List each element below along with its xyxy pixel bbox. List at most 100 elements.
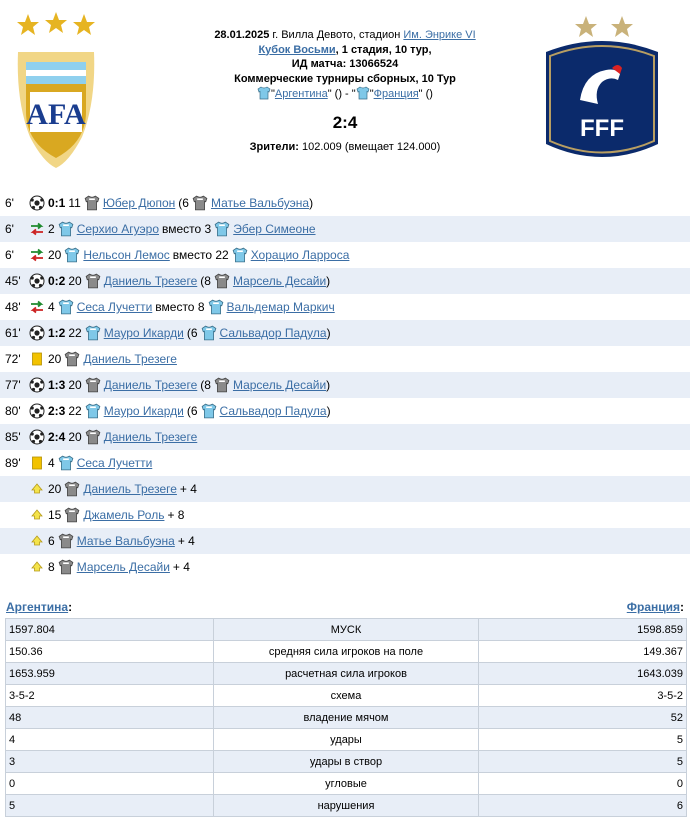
player-number: 20 xyxy=(48,482,62,496)
player-link[interactable]: Серхио Агуэро xyxy=(76,222,159,236)
stat-name: владение мячом xyxy=(213,706,479,729)
yellow-card-icon xyxy=(32,352,42,366)
home-stat-value: 5 xyxy=(5,794,214,817)
player-link[interactable]: Джамель Роль xyxy=(83,508,165,522)
event-text: 4 Сеса Лучетти вместо 8 Вальдемар Маркич xyxy=(48,299,338,315)
player-link[interactable]: Даниель Трезеге xyxy=(103,378,198,392)
event-minute: 89' xyxy=(5,456,21,470)
home-stat-value: 150.36 xyxy=(5,640,214,663)
substitution-icon xyxy=(30,248,44,262)
player-link[interactable]: Марсель Десайи xyxy=(232,378,327,392)
event-text: 20 Даниель Трезеге xyxy=(48,351,180,367)
home-stat-value: 0 xyxy=(5,772,214,795)
event-icon-cell xyxy=(26,325,48,341)
home-stat-value: 3 xyxy=(5,750,214,773)
shirt-icon xyxy=(65,351,80,367)
player-link[interactable]: Даниель Трезеге xyxy=(83,352,177,366)
away-stat-value: 3-5-2 xyxy=(478,684,687,707)
stage-text: , 1 стадия, 10 тур, xyxy=(335,43,432,56)
player-link[interactable]: Матье Вальбуэна xyxy=(76,534,175,548)
stats-row: 5 нарушения 6 xyxy=(5,794,687,817)
shirt-icon xyxy=(257,86,271,100)
player-link[interactable]: Сеса Лучетти xyxy=(76,300,153,314)
event-icon-cell xyxy=(26,429,48,445)
shirt-icon xyxy=(58,559,74,575)
player-link[interactable]: Даниель Трезеге xyxy=(103,274,198,288)
player-link[interactable]: Нельсон Лемос xyxy=(83,248,170,262)
argentina-crest-icon: AFA xyxy=(17,12,95,168)
player-link[interactable]: Сеса Лучетти xyxy=(76,456,153,470)
arrow-up-icon xyxy=(31,509,43,520)
event-extra: (6 xyxy=(186,326,198,340)
stat-name: удары xyxy=(213,728,479,751)
player-number: 22 xyxy=(68,326,82,340)
substitution-icon xyxy=(30,222,44,236)
stats-row: 3 удары в створ 5 xyxy=(5,750,687,773)
player-link[interactable]: Вальдемар Маркич xyxy=(226,300,335,314)
player-link[interactable]: Сальвадор Падула xyxy=(219,326,327,340)
away-stats-link[interactable]: Франция xyxy=(626,600,680,614)
away-stat-value: 0 xyxy=(478,772,687,795)
player-link[interactable]: Даниель Трезеге xyxy=(83,482,177,496)
event-text: 20 Нельсон Лемос вместо 22 Хорацио Ларроса xyxy=(48,247,352,263)
tournament-link[interactable]: Кубок Восьми xyxy=(258,43,336,56)
shirt-icon xyxy=(58,455,74,471)
event-row: 6' 2 Серхио Агуэро вместо 3 Эбер Симеоне xyxy=(0,216,690,242)
event-text: 2:3 22 Мауро Икарди (6 Сальвадор Падула) xyxy=(48,403,334,419)
player-link[interactable]: Юбер Дюпон xyxy=(102,196,176,210)
player-link[interactable]: Мауро Икарди xyxy=(103,404,184,418)
shirt-icon xyxy=(232,247,248,263)
spectators-label: Зрители: xyxy=(249,141,299,153)
event-row: 48' 4 Сеса Лучетти вместо 8 Вальдемар Маркич xyxy=(0,294,690,320)
player-link[interactable]: Матье Вальбуэна xyxy=(210,196,310,210)
stadium-link[interactable]: Им. Энрике VI xyxy=(403,29,476,41)
player-link[interactable]: Марсель Десайи xyxy=(232,274,327,288)
home-stat-value: 1597.804 xyxy=(5,618,214,641)
event-icon-cell xyxy=(26,221,48,237)
home-stats-header: Аргентина: xyxy=(6,600,73,614)
arrow-up-icon xyxy=(31,535,43,546)
ball-icon xyxy=(29,325,45,341)
shirt-icon xyxy=(85,429,101,445)
event-close: ) xyxy=(326,326,331,340)
player-number: 22 xyxy=(68,404,82,418)
home-stat-value: 3-5-2 xyxy=(5,684,214,707)
event-extra: (6 xyxy=(186,404,198,418)
stat-name: схема xyxy=(213,684,479,707)
event-icon-cell xyxy=(26,455,48,471)
yellow-card-icon xyxy=(32,456,42,470)
shirt-icon xyxy=(214,377,230,393)
player-link[interactable]: Марсель Десайи xyxy=(76,560,170,574)
shirt-icon xyxy=(85,325,101,341)
event-close: ) xyxy=(326,404,331,418)
player-link[interactable]: Мауро Икарди xyxy=(103,326,184,340)
player-link[interactable]: Хорацио Ларроса xyxy=(250,248,350,262)
match-info: 28.01.2025 г. Вилла Девото, стадион Им. … xyxy=(150,28,540,155)
home-stats-link[interactable]: Аргентина xyxy=(6,600,69,614)
player-link[interactable]: Сальвадор Падула xyxy=(219,404,327,418)
event-extra: (6 xyxy=(178,196,189,210)
event-close: ) xyxy=(326,378,331,392)
player-number: 4 xyxy=(48,456,55,470)
home-stat-value: 4 xyxy=(5,728,214,751)
stats-row: 1597.804 МУСК 1598.859 xyxy=(5,618,687,641)
event-row: 8 Марсель Десайи + 4 xyxy=(0,554,690,580)
stat-name: МУСК xyxy=(213,618,479,641)
event-text: 6 Матье Вальбуэна + 4 xyxy=(48,533,198,549)
event-score: 1:3 xyxy=(48,378,66,392)
player-link[interactable]: Эбер Симеоне xyxy=(233,222,316,236)
event-extra: + 4 xyxy=(177,534,195,548)
event-icon-cell xyxy=(26,533,48,549)
player-number: 11 xyxy=(68,196,81,210)
player-link[interactable]: Даниель Трезеге xyxy=(103,430,198,444)
event-minute: 6' xyxy=(5,248,14,262)
away-team-link[interactable]: Франция xyxy=(373,88,419,100)
event-row: 6 Матье Вальбуэна + 4 xyxy=(0,528,690,554)
event-icon-cell xyxy=(26,507,48,523)
shirt-icon xyxy=(58,533,74,549)
home-team-link[interactable]: Аргентина xyxy=(274,88,328,100)
away-stat-value: 1643.039 xyxy=(478,662,687,685)
shirt-icon xyxy=(208,299,223,315)
event-icon-cell xyxy=(26,481,48,497)
shirt-icon xyxy=(214,273,230,289)
